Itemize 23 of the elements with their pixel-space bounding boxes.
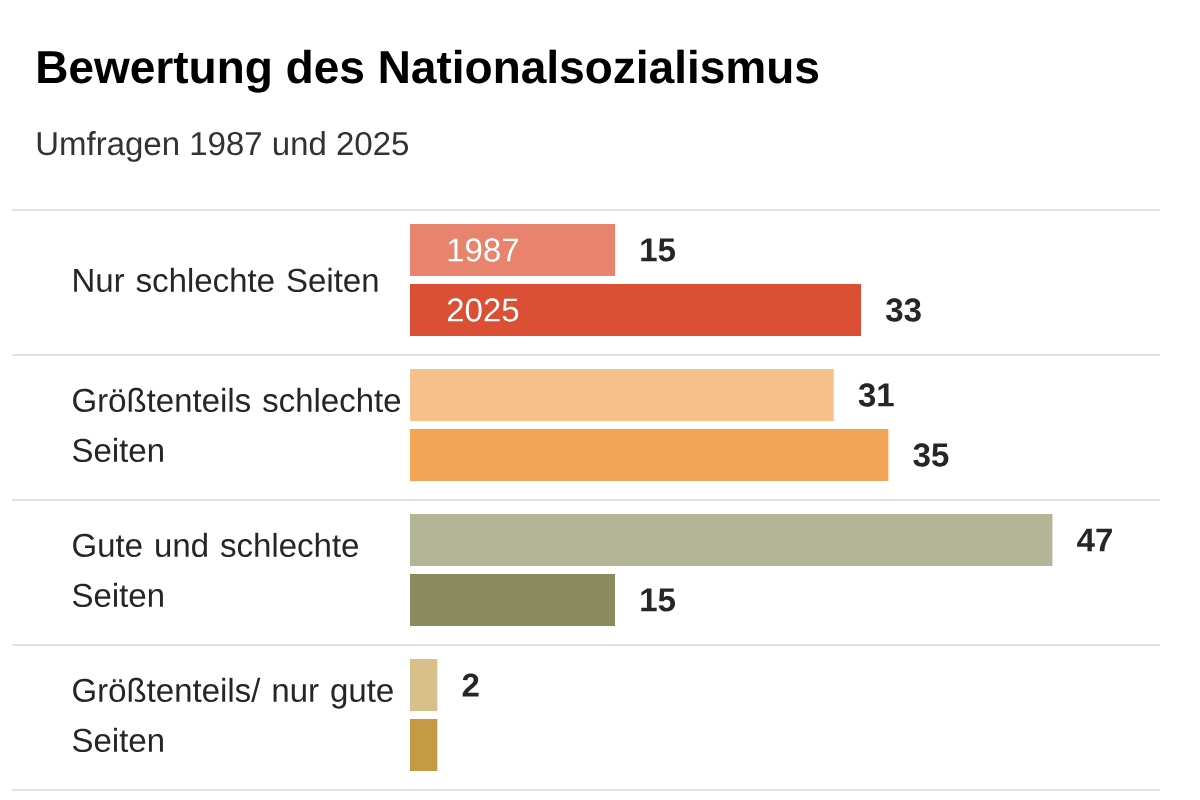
data-label: 47 <box>1077 528 1112 552</box>
data-label: 35 <box>913 443 949 467</box>
series-label: 2025 <box>447 298 519 322</box>
bar <box>410 513 1053 566</box>
data-label: 15 <box>641 238 676 262</box>
y-tick-label: Nur schlechte Seiten <box>74 267 378 293</box>
bar <box>410 573 616 626</box>
bar <box>410 223 616 276</box>
y-tick-label: Größtenteils schlechte Seiten <box>72 387 401 463</box>
y-tick-label: Gute und schlechte Seiten <box>72 532 358 608</box>
y-tick-label: Größtenteils/ nur gute Seiten <box>72 677 393 753</box>
chart-subtitle: Umfragen 1987 und 2025 <box>37 131 409 162</box>
chart-title: Bewertung des Nationalsozialismus <box>38 49 819 93</box>
data-label: 33 <box>886 298 921 322</box>
bar <box>410 283 862 336</box>
data-label: 15 <box>641 588 676 612</box>
data-label: 31 <box>858 383 894 407</box>
data-label: 2 <box>462 673 479 697</box>
bar <box>410 718 438 771</box>
bar <box>410 658 438 711</box>
bar <box>410 368 834 421</box>
series-label: 1987 <box>448 238 518 262</box>
bar <box>410 428 889 481</box>
